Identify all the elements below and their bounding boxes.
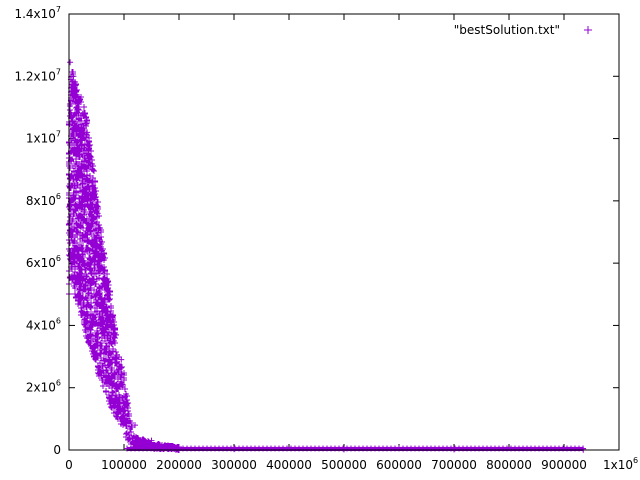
x-tick-label: 400000 xyxy=(266,458,312,472)
x-axis-ticks: 0 100000 200000 300000 400000 500000 600000 700… xyxy=(65,14,638,472)
y-tick-label: 1.2x107 xyxy=(14,67,61,83)
x-tick-label: 0 xyxy=(65,458,73,472)
y-tick-label: 2x106 xyxy=(26,379,61,395)
y-axis-ticks: 0 2x106 4x106 6x106 8x106 1x107 1.2x107 1.4x107 xyxy=(14,5,619,457)
legend-label: "bestSolution.txt" xyxy=(454,23,560,37)
plot-frame xyxy=(68,13,620,451)
y-tick-label: 4x106 xyxy=(26,316,61,332)
x-tick-label: 300000 xyxy=(211,458,257,472)
series-point xyxy=(132,422,138,429)
y-tick-label: 1.4x107 xyxy=(14,5,61,21)
series-point xyxy=(70,73,77,80)
x-tick-label: 700000 xyxy=(431,458,477,472)
y-tick-label: 6x106 xyxy=(26,254,61,270)
x-tick-label: 800000 xyxy=(486,458,532,472)
x-tick-label: 600000 xyxy=(376,458,422,472)
series-point-cloud xyxy=(66,69,182,453)
series-tail-points xyxy=(124,445,586,452)
x-tick-label: 100000 xyxy=(101,458,147,472)
legend-marker-plus xyxy=(584,26,592,34)
series-point xyxy=(123,400,130,407)
y-tick-label: 1x107 xyxy=(26,130,61,146)
series-point xyxy=(73,98,80,105)
y-tick-label: 8x106 xyxy=(26,192,61,208)
legend-plus-icon xyxy=(584,26,592,34)
series-point xyxy=(84,129,91,136)
series-point xyxy=(67,59,74,66)
x-tick-label-end: 1x106 xyxy=(603,456,638,472)
series-point xyxy=(99,247,105,254)
legend: "bestSolution.txt" xyxy=(454,23,592,37)
series-point xyxy=(451,446,457,453)
series-layer xyxy=(66,59,587,453)
series-point xyxy=(118,356,125,363)
series-point xyxy=(79,110,86,117)
series-point xyxy=(105,281,112,288)
x-tick-label: 200000 xyxy=(156,458,202,472)
series-point xyxy=(112,331,119,338)
series-point xyxy=(165,442,171,449)
series-point xyxy=(90,182,97,189)
series-point xyxy=(94,210,101,217)
x-tick-label: 500000 xyxy=(321,458,367,472)
x-tick-label: 900000 xyxy=(541,458,587,472)
series-point xyxy=(231,446,237,453)
series-point xyxy=(148,437,155,444)
y-tick-label: 0 xyxy=(53,443,61,457)
series-point xyxy=(341,446,347,453)
